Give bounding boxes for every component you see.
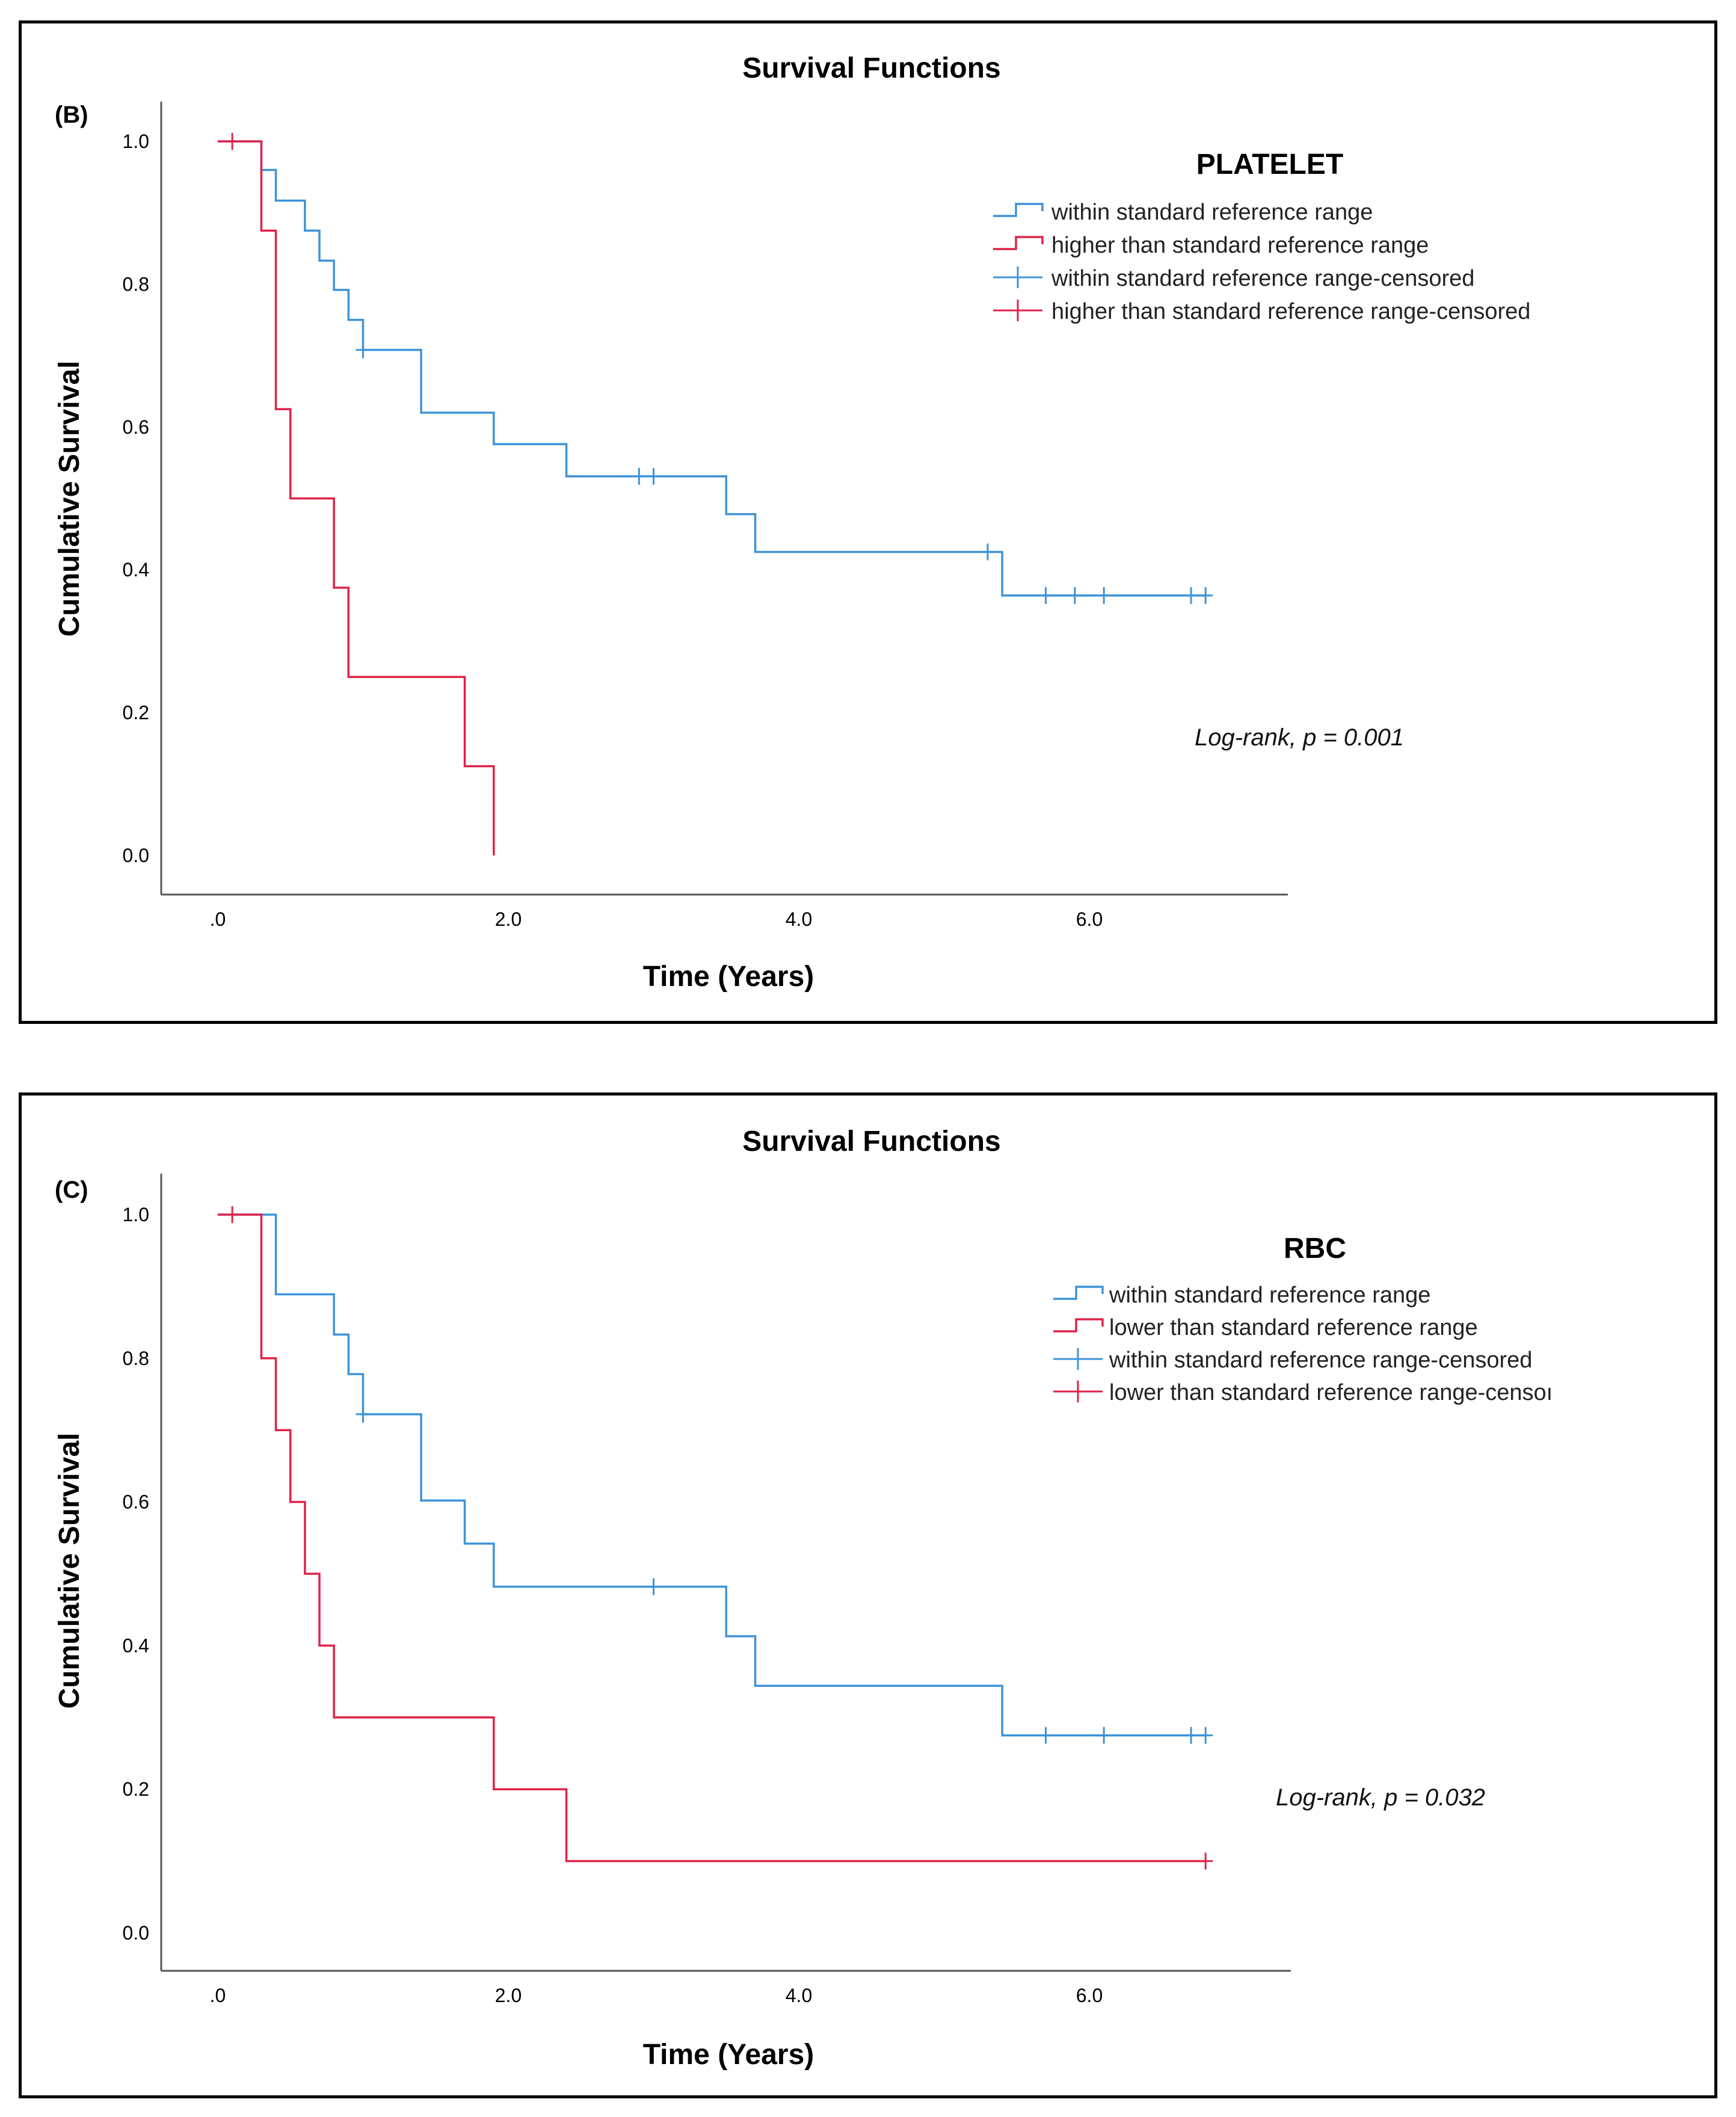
y-axis-title: Cumulative Survival: [54, 1433, 85, 1709]
panel-label: (B): [55, 102, 88, 128]
x-tick-label: 6.0: [1076, 1985, 1103, 2006]
x-tick-label: 2.0: [495, 908, 522, 930]
legend-label: higher than standard reference range-cen…: [1051, 299, 1530, 324]
legend-label: within standard reference range-censored: [1109, 1348, 1532, 1373]
survival-panel-b: Survival Functions (B) 0.0 0.2 0.4 0.6 0.8 1.0.…: [19, 20, 1717, 1024]
survival-step-line: [218, 140, 495, 855]
panel-label: (C): [55, 1177, 88, 1203]
x-axis-title: Time (Years): [643, 2039, 814, 2071]
y-tick-label: 0.2: [123, 702, 149, 724]
x-tick-label: 4.0: [786, 1985, 812, 2006]
x-tick-label: 6.0: [1076, 908, 1103, 930]
legend-label: within standard reference range: [1051, 200, 1373, 225]
survival-step-line: [218, 1213, 1206, 1863]
legend-line-swatch: [1053, 1318, 1104, 1333]
legend-label: lower than standard reference range: [1109, 1315, 1478, 1340]
legend-label: higher than standard reference range: [1051, 233, 1429, 258]
legend-line-swatch: [993, 203, 1044, 217]
x-tick-label: .0: [210, 1985, 226, 2006]
legend-title: PLATELET: [1196, 149, 1343, 180]
log-rank-annotation: Log-rank, p = 0.001: [1195, 724, 1404, 751]
y-tick-label: 0.6: [123, 416, 149, 438]
y-tick-label: 1.0: [123, 1204, 149, 1225]
survival-chart-c: Survival Functions (C) 0.0 0.2 0.4 0.6 0.8 1.0.…: [54, 1126, 1553, 2071]
x-axis-title: Time (Years): [643, 961, 814, 993]
legend-label: lower than standard reference range-cens…: [1109, 1380, 1553, 1405]
legend-line-swatch: [993, 236, 1044, 250]
y-tick-label: 1.0: [123, 131, 149, 152]
x-tick-label: .0: [210, 908, 226, 930]
legend-line-swatch: [1053, 1286, 1104, 1300]
legend-label: within standard reference range: [1109, 1283, 1430, 1308]
x-tick-label: 4.0: [786, 908, 812, 930]
y-tick-label: 0.8: [123, 273, 149, 295]
x-tick-label: 2.0: [495, 1985, 522, 2006]
y-tick-label: 0.0: [123, 845, 149, 866]
log-rank-annotation: Log-rank, p = 0.032: [1276, 1784, 1485, 1811]
y-axis-title: Cumulative Survival: [54, 361, 85, 637]
chart-title: Survival Functions: [742, 1126, 1000, 1157]
legend-label: within standard reference range-censored: [1051, 266, 1474, 291]
survival-panel-c: Survival Functions (C) 0.0 0.2 0.4 0.6 0.8 1.0.…: [19, 1092, 1717, 2098]
y-tick-label: 0.8: [123, 1348, 149, 1369]
y-tick-label: 0.4: [123, 1635, 149, 1656]
y-tick-label: 0.0: [123, 1922, 149, 1944]
survival-chart-b: Survival Functions (B) 0.0 0.2 0.4 0.6 0.8 1.0.…: [54, 52, 1530, 993]
y-tick-label: 0.2: [123, 1778, 149, 1800]
y-tick-label: 0.6: [123, 1491, 149, 1513]
chart-title: Survival Functions: [742, 52, 1000, 84]
legend-title: RBC: [1284, 1233, 1346, 1265]
survival-step-line: [218, 140, 1206, 597]
y-tick-label: 0.4: [123, 559, 149, 581]
survival-step-line: [218, 1213, 1206, 1737]
